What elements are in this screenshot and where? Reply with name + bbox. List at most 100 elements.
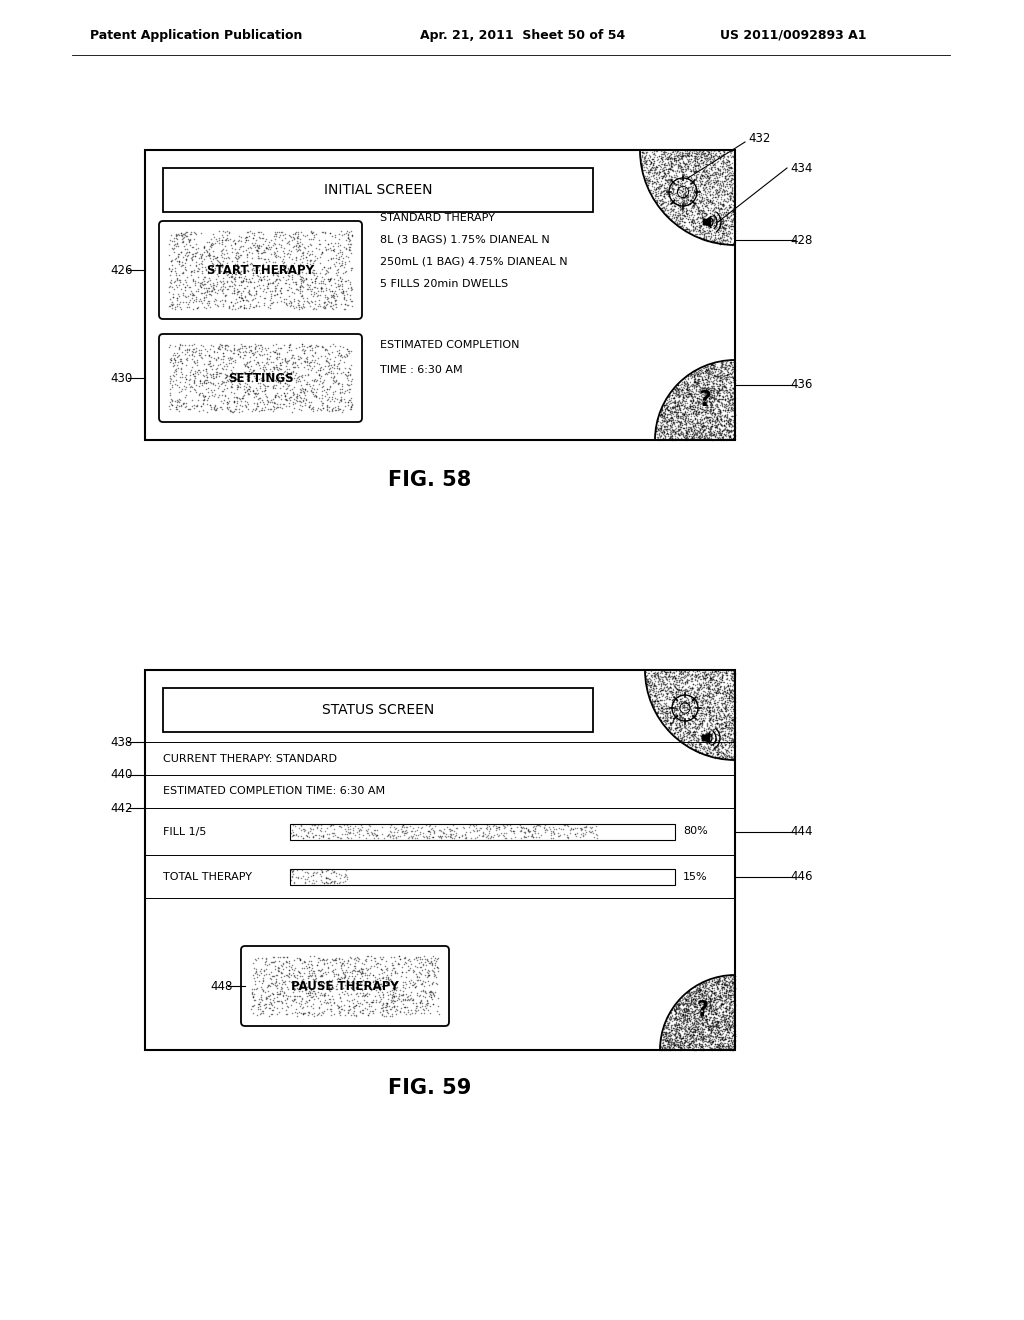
Point [187, 271, 204, 292]
Point [326, 862, 342, 883]
Point [723, 970, 739, 991]
Point [654, 420, 671, 441]
Point [710, 381, 726, 403]
Point [293, 267, 309, 288]
Point [711, 158, 727, 180]
Point [726, 711, 742, 733]
Point [286, 297, 302, 318]
Point [717, 429, 733, 450]
Point [721, 165, 737, 186]
Point [676, 697, 692, 718]
Point [680, 166, 696, 187]
Point [722, 993, 738, 1014]
Point [726, 968, 742, 989]
Point [697, 387, 714, 408]
Point [716, 993, 732, 1014]
Point [717, 729, 733, 750]
Text: CURRENT THERAPY: STANDARD: CURRENT THERAPY: STANDARD [163, 754, 337, 763]
Point [223, 272, 240, 293]
Point [385, 954, 401, 975]
Point [685, 174, 701, 195]
Point [723, 428, 739, 449]
Point [185, 395, 202, 416]
Point [185, 372, 202, 393]
Point [224, 238, 241, 259]
Point [682, 376, 698, 397]
Point [722, 995, 738, 1016]
Point [711, 199, 727, 220]
Point [688, 733, 705, 754]
Point [294, 364, 310, 385]
Point [694, 701, 711, 722]
Point [655, 144, 672, 165]
Point [670, 411, 686, 432]
Point [723, 1003, 739, 1024]
Point [708, 998, 724, 1019]
Point [673, 1030, 689, 1051]
Point [660, 182, 677, 203]
Point [481, 817, 498, 838]
Point [690, 697, 707, 718]
Point [318, 383, 335, 404]
Point [725, 747, 741, 768]
Point [658, 178, 675, 199]
Point [545, 816, 561, 837]
Point [316, 953, 333, 974]
Point [719, 355, 735, 376]
Point [223, 347, 240, 368]
Point [724, 207, 740, 228]
Point [390, 954, 407, 975]
Point [710, 1016, 726, 1038]
Point [690, 381, 707, 403]
Point [209, 231, 225, 252]
Point [323, 979, 339, 1001]
Point [684, 735, 700, 756]
Point [259, 277, 275, 298]
Point [209, 247, 225, 268]
Point [674, 202, 690, 223]
Point [647, 686, 664, 708]
Point [653, 1039, 670, 1060]
Point [674, 169, 690, 190]
Point [669, 1008, 685, 1030]
Point [385, 983, 401, 1005]
Point [316, 339, 333, 360]
Point [640, 172, 656, 193]
Point [709, 181, 725, 202]
Point [677, 989, 693, 1010]
Point [649, 700, 666, 721]
Point [670, 408, 686, 429]
Point [726, 378, 742, 399]
Point [567, 824, 584, 845]
Point [703, 701, 720, 722]
Point [714, 389, 730, 411]
Point [168, 370, 184, 391]
Point [723, 414, 739, 436]
Point [720, 220, 736, 242]
Point [395, 825, 412, 846]
Point [700, 147, 717, 168]
Point [694, 409, 711, 430]
Point [252, 277, 268, 298]
Point [707, 183, 723, 205]
Point [388, 990, 404, 1011]
Point [657, 191, 674, 213]
Point [711, 969, 727, 990]
Point [203, 355, 219, 376]
Point [696, 407, 713, 428]
Point [720, 697, 736, 718]
Point [662, 147, 678, 168]
Point [357, 949, 374, 970]
Point [697, 704, 714, 725]
Point [174, 290, 190, 312]
Point [718, 379, 734, 400]
Point [231, 296, 248, 317]
Point [692, 396, 709, 417]
Point [711, 391, 727, 412]
Point [691, 400, 708, 421]
Point [707, 1023, 723, 1044]
Point [648, 690, 665, 711]
Point [697, 993, 714, 1014]
Point [723, 209, 739, 230]
Point [694, 397, 711, 418]
